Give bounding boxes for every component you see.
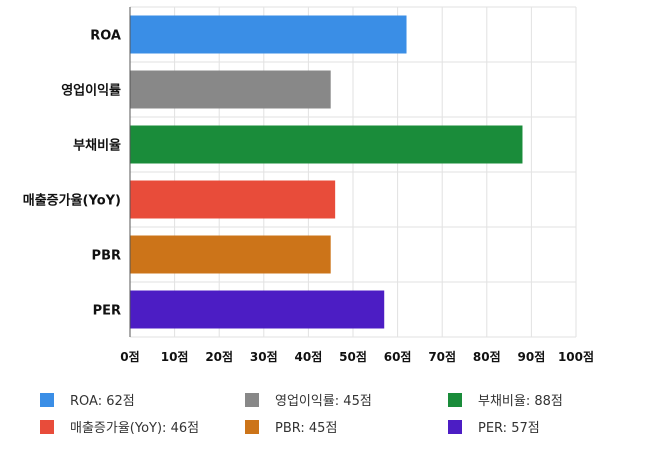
x-tick-label: 60점: [384, 349, 412, 364]
bar: [130, 180, 336, 219]
legend-label: 매출증가율(YoY): 46점: [70, 421, 200, 436]
x-tick-label: 0점: [120, 349, 139, 364]
legend-label: 부채비율: 88점: [478, 394, 563, 409]
category-label: ROA: [90, 29, 121, 44]
x-tick-label: 100점: [558, 349, 594, 364]
x-tick-label: 20점: [205, 349, 233, 364]
legend-swatch: [40, 392, 54, 407]
legend-label: 영업이익률: 45점: [275, 394, 372, 409]
x-tick-label: 70점: [428, 349, 456, 364]
legend-item: 매출증가율(YoY): 46점: [40, 417, 199, 436]
x-tick-label: 40점: [295, 349, 323, 364]
category-label: PER: [93, 304, 121, 319]
category-label: 매출증가율(YoY): [23, 193, 121, 209]
legend-item: 부채비율: 88점: [448, 390, 563, 409]
legend-item: ROA: 62점: [40, 390, 135, 409]
legend-swatch: [448, 392, 462, 407]
bar: [130, 290, 385, 329]
x-tick-label: 10점: [161, 349, 189, 364]
legend-swatch: [245, 392, 259, 407]
legend-item: PBR: 45점: [245, 417, 337, 436]
bar: [130, 15, 407, 54]
bar: [130, 125, 523, 164]
x-tick-label: 90점: [518, 349, 546, 364]
legend-swatch: [40, 419, 54, 434]
category-label: PBR: [92, 249, 121, 264]
x-tick-label: 30점: [250, 349, 278, 364]
legend-item: PER: 57점: [448, 417, 540, 436]
legend-label: ROA: 62점: [70, 394, 135, 409]
bar: [130, 70, 331, 109]
legend-label: PER: 57점: [478, 421, 540, 436]
x-tick-label: 50점: [339, 349, 367, 364]
legend-label: PBR: 45점: [275, 421, 338, 436]
bar: [130, 235, 331, 274]
category-label: 영업이익률: [61, 83, 121, 99]
legend-swatch: [448, 419, 462, 434]
x-tick-label: 80점: [473, 349, 501, 364]
legend-item: 영업이익률: 45점: [245, 390, 372, 409]
category-label: 부채비율: [73, 138, 121, 154]
legend-swatch: [245, 419, 259, 434]
